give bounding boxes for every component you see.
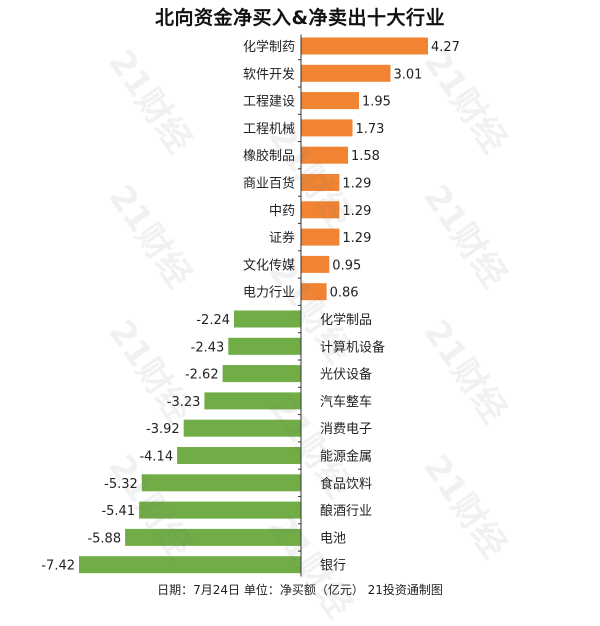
category-label-5: 橡胶制品 (243, 148, 295, 164)
category-label-13: 光伏设备 (320, 367, 372, 383)
bar-11 (234, 310, 301, 328)
bar-7 (301, 201, 340, 219)
bar-20 (79, 556, 301, 574)
value-label-14: -3.23 (167, 395, 201, 410)
value-label-16: -4.14 (139, 450, 173, 465)
category-label-15: 消费电子 (320, 422, 372, 437)
category-label-1: 化学制药 (243, 39, 295, 55)
value-label-17: -5.32 (104, 477, 138, 492)
bar-15 (183, 419, 301, 437)
category-label-12: 计算机设备 (320, 339, 385, 355)
bar-19 (125, 528, 301, 546)
value-label-13: -2.62 (185, 368, 219, 383)
chart-footer-note: 日期：7月24日 单位：净买额（亿元） 21投资通制图 (157, 583, 443, 597)
value-label-12: -2.43 (191, 340, 225, 355)
category-label-16: 能源金属 (320, 449, 372, 465)
category-label-7: 中药 (269, 204, 295, 219)
bar-14 (204, 392, 301, 410)
category-label-20: 银行 (320, 559, 346, 574)
category-label-19: 电池 (320, 531, 346, 546)
value-label-4: 1.73 (356, 122, 385, 137)
value-label-1: 4.27 (431, 40, 460, 55)
value-label-3: 1.95 (362, 95, 391, 110)
bar-1 (301, 37, 428, 55)
category-label-10: 电力行业 (243, 286, 295, 301)
value-label-20: -7.42 (41, 559, 75, 574)
value-label-11: -2.24 (196, 313, 230, 328)
bar-4 (301, 119, 353, 137)
value-label-6: 1.29 (342, 177, 371, 192)
category-label-2: 软件开发 (243, 66, 295, 82)
category-label-8: 证券 (269, 230, 295, 246)
value-label-8: 1.29 (342, 231, 371, 246)
bar-9 (301, 255, 330, 273)
bar-10 (301, 283, 327, 301)
bar-18 (139, 501, 301, 519)
bar-3 (301, 92, 359, 110)
category-label-3: 工程建设 (243, 95, 295, 110)
value-label-7: 1.29 (342, 204, 371, 219)
bar-chart: 化学制药 4.27 软件开发 3.01 工程建设 1.95 工程机械 1.73 橡胶制品 1.58… (41, 34, 460, 577)
value-label-2: 3.01 (394, 67, 423, 82)
value-label-9: 0.95 (332, 258, 361, 273)
chart-title: 北向资金净买入&净卖出十大行业 (154, 7, 446, 29)
bar-6 (301, 174, 340, 191)
value-label-18: -5.41 (101, 504, 135, 519)
chart-root: 北向资金净买入&净卖出十大行业 化学制药 4.27 软件开发 3.01 工程建设 1.95… (41, 7, 514, 625)
value-label-10: 0.86 (330, 286, 359, 301)
category-label-11: 化学制品 (320, 312, 372, 328)
bar-13 (222, 365, 301, 383)
category-label-17: 食品饮料 (320, 476, 372, 492)
bar-17 (141, 474, 301, 492)
category-label-14: 汽车整车 (320, 394, 372, 410)
value-label-5: 1.58 (351, 149, 380, 164)
bar-12 (228, 337, 301, 355)
bar-2 (301, 64, 391, 82)
category-label-4: 工程机械 (243, 122, 295, 137)
bar-8 (301, 228, 340, 246)
bar-16 (177, 447, 301, 464)
category-label-18: 酿酒行业 (320, 503, 372, 519)
category-label-9: 文化传媒 (243, 258, 295, 273)
value-label-15: -3.92 (146, 422, 180, 437)
bar-5 (301, 146, 348, 164)
category-label-6: 商业百货 (243, 176, 295, 192)
value-label-19: -5.88 (87, 531, 121, 546)
